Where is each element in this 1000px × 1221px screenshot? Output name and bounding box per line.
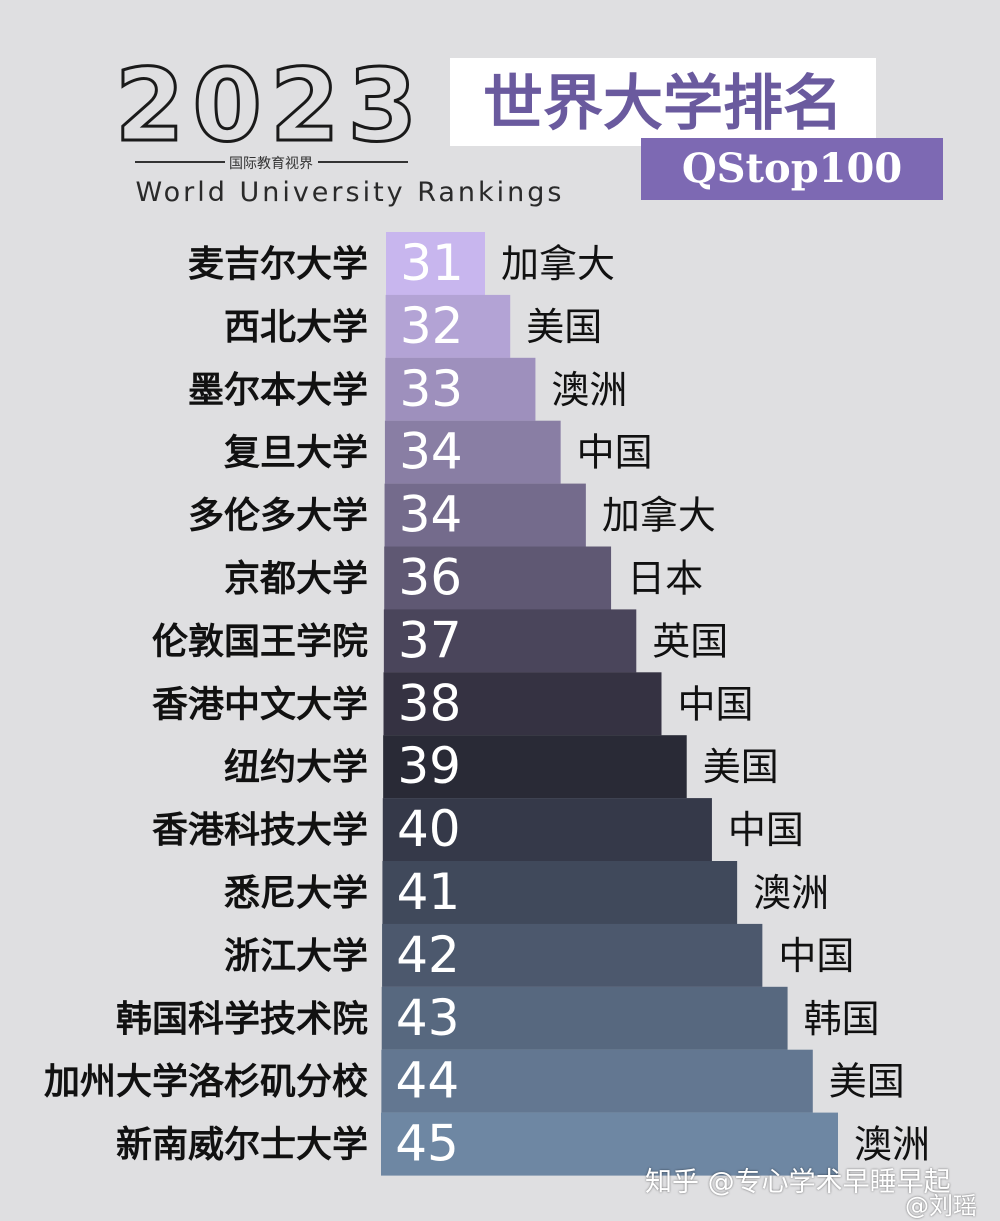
rank-label-4: 34 [399, 423, 463, 481]
country-label-3: 澳洲 [551, 368, 627, 412]
country-label-10: 中国 [728, 808, 804, 852]
country-label-5: 加拿大 [602, 494, 716, 538]
watermark-author: @刘瑶 [905, 1192, 977, 1220]
bar-15 [381, 1112, 838, 1176]
country-label-14: 美国 [829, 1060, 905, 1104]
year-logo: 2023 [113, 46, 425, 166]
university-label-14: 加州大学洛杉矶分校 [44, 1061, 368, 1103]
rank-label-11: 41 [397, 863, 461, 921]
country-label-1: 加拿大 [501, 242, 615, 286]
rank-label-12: 42 [396, 926, 460, 984]
rank-label-6: 36 [398, 549, 462, 607]
bar-14 [381, 1049, 813, 1113]
country-label-6: 日本 [627, 557, 703, 601]
bar-4 [384, 420, 561, 484]
rank-label-1: 31 [400, 234, 464, 292]
page-title: 世界大学排名 [483, 69, 843, 139]
rank-label-9: 39 [397, 737, 461, 795]
title-box [450, 58, 876, 146]
bar-2 [385, 294, 511, 358]
bar-5 [384, 483, 586, 547]
bar-6 [384, 546, 612, 610]
bar-12 [382, 923, 763, 987]
country-label-11: 澳洲 [753, 871, 829, 915]
org-label: 国际教育视界 [229, 156, 313, 172]
bar-13 [381, 986, 788, 1050]
country-label-7: 英国 [652, 619, 728, 663]
university-label-11: 悉尼大学 [224, 872, 368, 914]
university-label-10: 香港科技大学 [152, 809, 368, 851]
rank-label-10: 40 [397, 800, 461, 858]
country-label-8: 中国 [678, 682, 754, 726]
university-label-4: 复旦大学 [224, 432, 368, 474]
bar-10 [382, 798, 712, 862]
university-label-3: 墨尔本大学 [188, 369, 368, 411]
country-label-2: 美国 [526, 305, 602, 349]
rank-label-14: 44 [396, 1052, 460, 1110]
university-label-9: 纽约大学 [224, 746, 368, 788]
university-label-8: 香港中文大学 [152, 683, 368, 725]
university-label-12: 浙江大学 [224, 935, 368, 977]
university-label-15: 新南威尔士大学 [116, 1124, 368, 1166]
rank-label-8: 38 [398, 674, 462, 732]
country-label-9: 美国 [703, 745, 779, 789]
bar-8 [383, 672, 662, 736]
rank-label-15: 45 [395, 1115, 459, 1173]
university-label-7: 伦敦国王学院 [152, 620, 368, 662]
university-label-1: 麦吉尔大学 [188, 243, 368, 285]
rank-label-3: 33 [399, 360, 463, 418]
badge-box [641, 138, 943, 200]
year-text: 2023 [115, 47, 425, 164]
rank-label-7: 37 [398, 611, 462, 669]
bar-7 [383, 609, 637, 673]
university-label-5: 多伦多大学 [188, 495, 368, 537]
subtitle: World University Rankings [135, 177, 564, 208]
university-label-6: 京都大学 [224, 558, 368, 600]
bar-11 [382, 861, 738, 924]
university-label-2: 西北大学 [224, 306, 368, 348]
rank-label-5: 34 [399, 486, 463, 544]
bar-3 [385, 357, 536, 421]
badge-label: QStop100 [682, 145, 902, 192]
country-label-15: 澳洲 [854, 1123, 930, 1167]
country-label-4: 中国 [577, 431, 653, 475]
country-label-12: 中国 [778, 934, 854, 978]
rank-label-13: 43 [396, 989, 460, 1047]
bar-9 [383, 735, 687, 799]
rank-label-2: 32 [400, 297, 464, 355]
watermark: 知乎 @专心学术早睡早起 [645, 1167, 951, 1198]
bar-1 [386, 232, 485, 295]
university-label-13: 韩国科学技术院 [116, 998, 368, 1040]
country-label-13: 韩国 [804, 997, 880, 1041]
